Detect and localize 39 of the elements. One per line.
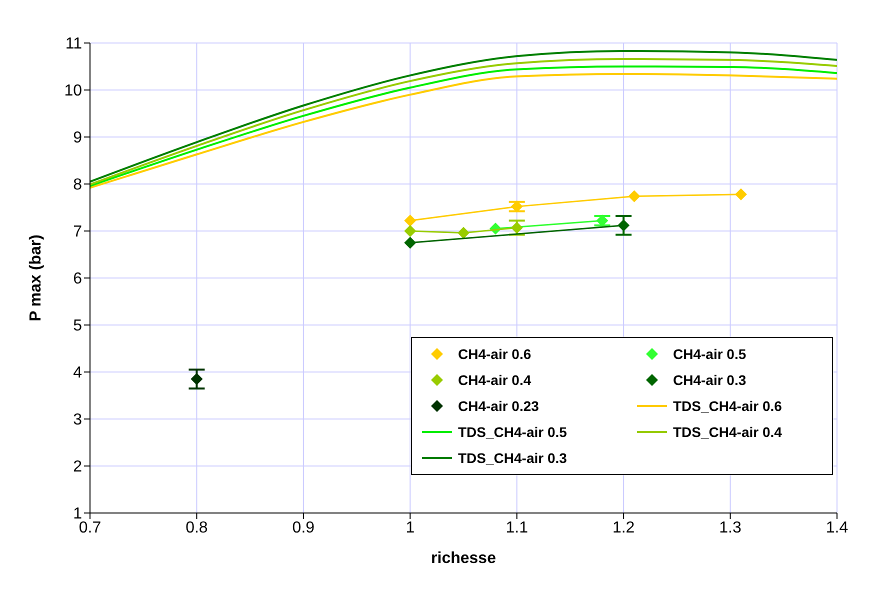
legend-label: CH4-air 0.23: [458, 398, 539, 414]
legend-label: TDS_CH4-air 0.3: [458, 450, 567, 466]
point: [404, 214, 416, 227]
legend-label: CH4-air 0.5: [673, 346, 746, 362]
y-axis-title: P max (bar): [28, 234, 45, 322]
legend-label: TDS_CH4-air 0.4: [673, 424, 782, 440]
point: [404, 225, 416, 237]
point: [510, 222, 523, 234]
x-tick-label: 0.9: [292, 519, 315, 536]
point: [734, 188, 747, 200]
y-tick-label: 5: [73, 318, 82, 335]
point: [458, 226, 470, 239]
y-tick-label: 6: [73, 270, 82, 288]
legend-label: CH4-air 0.4: [458, 372, 532, 388]
x-axis-title: richesse: [431, 550, 496, 567]
y-tick-label: 4: [73, 364, 82, 382]
legend-label: TDS_CH4-air 0.5: [458, 424, 567, 440]
point: [190, 373, 203, 386]
point: [618, 219, 630, 232]
x-tick-label: 1.1: [506, 519, 528, 536]
y-tick-label: 9: [73, 130, 82, 147]
x-tick-label: 1: [406, 519, 415, 536]
point: [628, 190, 640, 202]
point: [404, 236, 416, 249]
y-tick-label: 11: [65, 36, 82, 53]
y-tick-label: 2: [73, 458, 82, 476]
legend-label: CH4-air 0.3: [673, 372, 746, 388]
y-tick-label: 8: [73, 176, 82, 194]
legend-label: CH4-air 0.6: [458, 346, 532, 362]
point: [510, 200, 523, 213]
y-tick-label: 3: [73, 412, 82, 429]
x-tick-label: 0.8: [186, 519, 208, 536]
legend-label: TDS_CH4-air 0.6: [673, 398, 782, 414]
y-tick-label: 7: [73, 224, 82, 241]
x-tick-label: 1.3: [719, 519, 742, 536]
y-tick-label: 10: [64, 82, 82, 100]
x-tick-label: 1.4: [826, 519, 848, 536]
point: [596, 214, 608, 227]
x-tick-label: 1.2: [612, 519, 635, 536]
